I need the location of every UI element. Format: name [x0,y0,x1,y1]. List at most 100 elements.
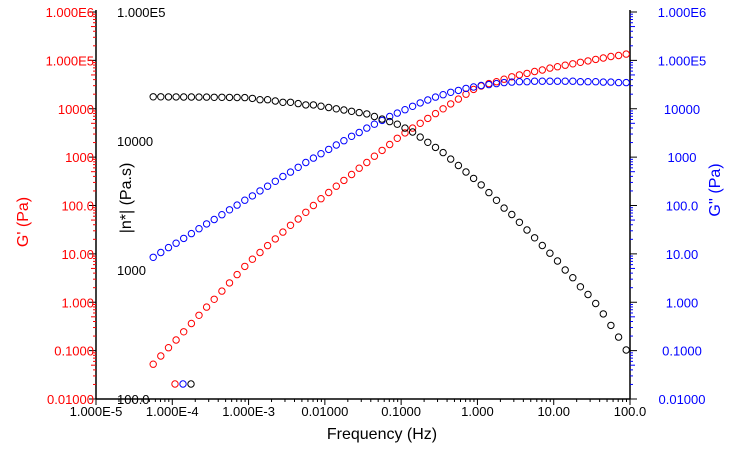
data-point [241,262,249,271]
data-point [294,99,302,108]
data-point [424,96,432,104]
data-point [622,50,630,58]
viscosity-tick-label: 100.0 [117,392,150,407]
x-tick-label: 0.1000 [381,404,421,419]
data-point [553,62,562,71]
data-point [309,201,318,210]
data-point [530,67,539,76]
data-point [469,85,478,94]
data-point [401,129,409,137]
data-point [263,182,272,190]
data-point [294,163,302,172]
data-point [157,93,165,101]
data-point [347,107,356,116]
data-point [592,299,600,308]
right-y-axis-title: G'' (Pa) [707,163,724,216]
data-point [477,81,485,90]
data-point [271,235,279,243]
data-point [279,228,287,236]
data-point [355,108,363,117]
left-y-tick-label: 10.00 [61,247,94,262]
data-point [172,93,180,101]
data-point [393,109,401,117]
x-tick-label: 100.0 [614,404,647,419]
data-point [622,346,630,354]
data-point [233,201,241,209]
data-point [317,150,325,158]
data-point [149,253,157,261]
data-point [576,58,585,66]
data-point [256,96,264,104]
x-axis-title: Frequency (Hz) [327,426,437,443]
data-point [248,192,257,200]
data-point [279,98,287,107]
data-point [218,211,226,219]
data-point [439,105,447,113]
legend-symbol [179,380,187,388]
data-point [401,106,409,114]
data-point [363,110,371,118]
left-y-tick-label: 1.000E6 [46,5,94,20]
x-tick-label: 1.000E-4 [146,404,199,419]
series-left [149,50,630,368]
data-point [302,158,310,167]
data-point [248,94,257,103]
data-point [584,57,592,65]
data-point [561,266,569,274]
data-point [553,257,562,265]
data-point [340,176,348,185]
data-point [477,181,485,189]
data-point [447,88,455,97]
data-point [386,112,394,121]
data-point [439,91,447,99]
left-y-tick-label: 1.000 [61,295,94,310]
data-point [515,78,524,86]
data-point [241,93,249,102]
data-point [149,93,157,101]
viscosity-tick-label: 1000 [117,263,146,278]
data-point [485,188,493,197]
data-point [202,220,211,228]
right-y-tick-label: 0.01000 [659,392,706,407]
data-point [340,137,348,145]
data-point [538,241,546,250]
data-point [622,78,630,87]
data-point [180,328,188,336]
data-point [180,93,188,101]
data-points [149,50,630,368]
data-point [180,234,188,243]
data-point [225,93,234,102]
data-point [195,311,203,319]
data-point [378,146,386,155]
data-point [210,295,218,303]
data-point [202,303,211,311]
data-point [546,249,554,257]
data-point [515,71,524,79]
data-point [271,97,279,105]
legend-symbol [187,380,195,388]
data-point [576,78,585,86]
data-point [492,79,501,88]
data-point [592,78,600,86]
right-y-tick-label: 0.1000 [662,344,702,359]
right-y-tick-label: 1.000 [666,295,699,310]
data-point [202,93,211,101]
data-point [363,158,371,167]
data-point [218,287,226,295]
data-point [408,124,417,132]
x-tick-label: 10.00 [537,404,570,419]
x-tick-label: 1.000E-3 [222,404,275,419]
data-point [439,148,447,157]
data-point [592,55,600,64]
left-y-tick-label: 10000 [58,102,94,117]
data-point [401,124,409,132]
data-point [370,152,379,160]
data-point [530,77,539,85]
data-point [195,225,203,233]
data-point [599,310,607,318]
data-point [347,132,356,141]
data-point [363,124,371,132]
data-point [538,77,546,85]
data-point [302,101,310,109]
